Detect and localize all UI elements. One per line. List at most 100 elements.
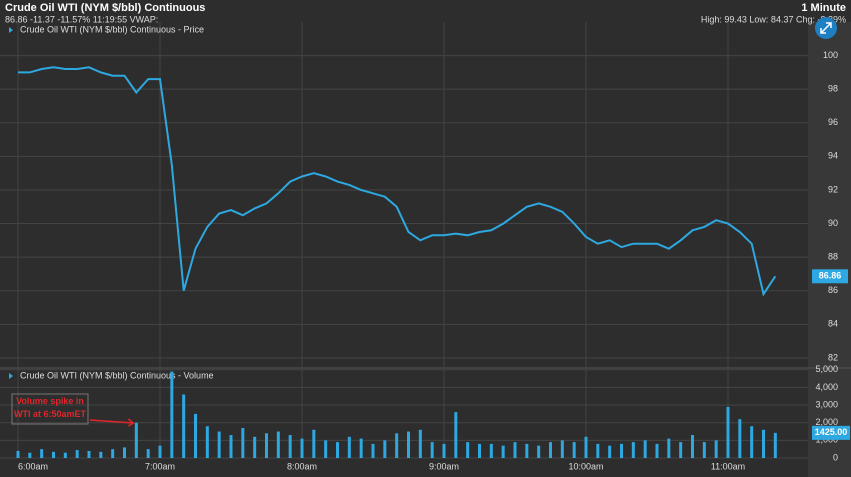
stats: High: 99.43 Low: 84.37 Chg: -8.89% [701,14,846,24]
y-tick-label: 3,000 [815,399,838,409]
price-line [18,66,777,297]
volume-bar [217,431,221,458]
y-tick-label: 90 [828,218,838,228]
volume-bar [466,442,470,458]
y-tick-label: 82 [828,352,838,362]
x-tick-label: 6:00am [18,461,48,471]
y-tick-label: 100 [823,50,838,60]
volume-bar [537,445,541,458]
volume-bar [300,438,304,458]
y-tick-label: 96 [828,117,838,127]
volume-bar [691,435,694,458]
volume-bar [631,442,635,458]
volume-bar [75,450,79,458]
volume-bar [395,433,399,458]
y-tick-label: 0 [833,452,838,462]
volume-bar [655,443,659,458]
y-tick-label: 2,000 [815,417,838,427]
panel-marker [9,27,13,33]
volume-bar [111,449,115,458]
x-tick-label: 11:00am [711,461,745,471]
volume-bar [738,419,742,458]
volume-bar [750,426,754,458]
quote: 86.86 -11.37 -11.57% 11:19:55 VWAP: [5,14,158,24]
volume-bar [667,438,671,458]
x-tick-label: 8:00am [287,461,317,471]
volume-bar [762,429,765,458]
volume-bar [513,442,517,458]
annotation: Volume spike in WTI at 6:50amET [14,396,87,419]
title: Crude Oil WTI (NYM $/bbl) Continuous [5,2,205,14]
y-tick-label: 84 [828,319,838,329]
x-tick-label: 7:00am [145,461,175,471]
volume-bar [276,431,280,458]
volume-bar [170,371,174,458]
y-tick-label: 88 [828,252,838,262]
volume-bar [40,449,44,458]
volume-bar [773,432,777,458]
volume-bar [489,443,493,458]
volume-bar [371,443,375,458]
volume-bar [608,445,612,458]
volume-bar [336,442,339,458]
annotation-arrow [89,418,135,427]
volume-bar [194,413,197,458]
volume-bar [726,406,730,458]
volume-bar [584,436,588,458]
volume-bar [418,429,422,458]
volume-bar [525,443,529,458]
volume-bar [146,449,150,458]
volume-bar [454,412,458,458]
volume-bar [312,429,316,458]
y-tick-label: 5,000 [815,364,838,374]
volume-bar [205,426,209,458]
x-tick-label: 9:00am [429,461,459,471]
volume-bar [63,452,67,458]
volume-bar [620,443,623,458]
interval: 1 Minute [801,2,846,14]
volume-bar [702,442,706,458]
volume-bar [99,451,103,458]
axis-area [808,22,851,477]
last-volume-box [812,425,850,440]
volume-bar [383,440,387,458]
volume-bar [560,440,564,458]
volume-bar [123,447,126,458]
volume-bar [572,442,576,458]
volume-bar [407,431,410,458]
y-tick-label: 94 [828,151,838,161]
volume-bar [182,394,186,458]
volume-bar [347,436,351,458]
volume-bar [714,440,718,458]
volume-bar [28,452,32,458]
last-volume: 1425.00 [815,427,848,437]
volume-bar [158,445,162,458]
panel-title: Crude Oil WTI (NYM $/bbl) Continuous - P… [20,24,204,34]
volume-bar [359,438,363,458]
volume-bar [288,435,292,458]
volume-bar [679,442,683,458]
y-tick-label: 86 [828,285,838,295]
volume-bar [265,433,268,458]
annotation-box [11,393,89,425]
volume-bar [87,450,91,458]
y-tick-label: 92 [828,184,838,194]
volume-bar [478,443,481,458]
volume-bar [52,451,55,458]
panel-title: Crude Oil WTI (NYM $/bbl) Continuous - V… [20,370,214,380]
volume-bar [596,443,600,458]
volume-bar [134,422,138,458]
volume-bar [430,442,434,458]
volume-bar [324,440,328,458]
volume-bar [229,435,233,458]
volume-bar [16,450,20,458]
y-tick-label: 4,000 [815,382,838,392]
expand-icon [820,22,832,34]
y-tick-label: 98 [828,84,838,94]
last-price-box [812,269,848,284]
volume-bar [442,443,446,458]
volume-bar [253,436,257,458]
volume-bar [643,440,647,458]
